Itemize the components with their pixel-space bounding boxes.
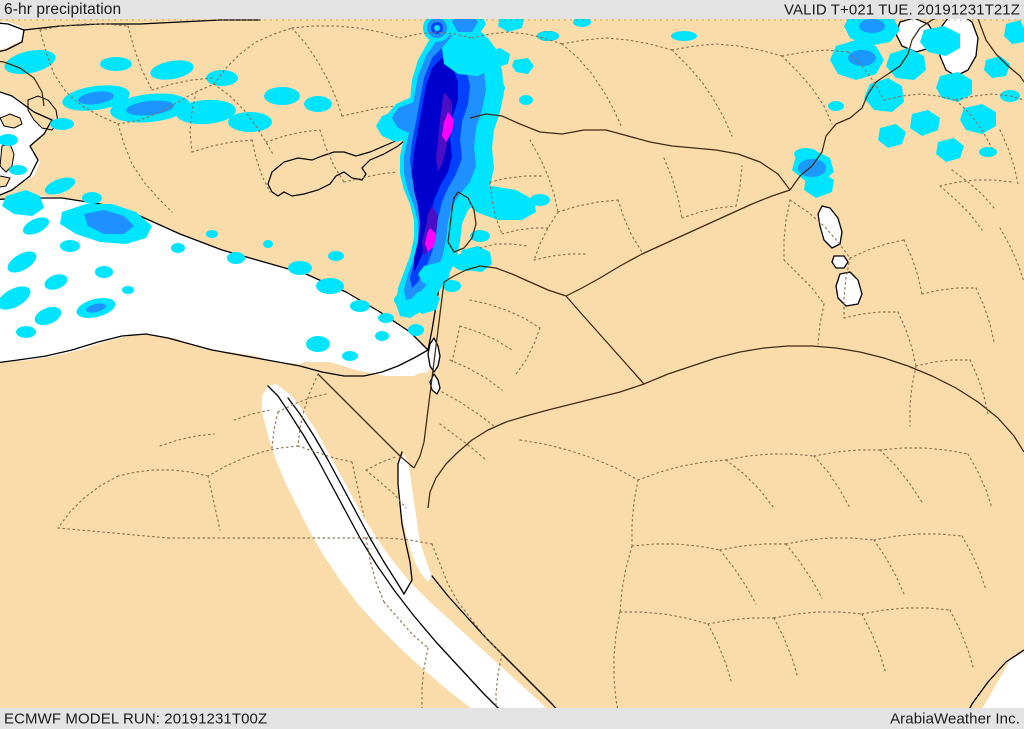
- island-layer: [0, 95, 411, 197]
- lake-razzaza-outline: [835, 271, 863, 307]
- lake-habbaniyah-outline: [831, 255, 849, 269]
- country-border-layer: [0, 0, 1024, 509]
- kos-island: [0, 113, 23, 129]
- lake-razzaza: [836, 272, 862, 306]
- model-run-label: ECMWF MODEL RUN: 20191231T00Z: [4, 710, 268, 727]
- mediterranean-coastline: [0, 91, 53, 196]
- precip-med-cells-bright: [78, 91, 174, 313]
- dead-sea-outline: [427, 337, 441, 373]
- gulf-of-suez: [284, 398, 398, 592]
- border-turkey-syria: [469, 113, 791, 191]
- sinai-east-coast: [397, 451, 413, 595]
- precip-aegean-band: [2, 190, 152, 244]
- gaza-sinai-coast: [0, 333, 429, 377]
- lake-tharthar-outline: [817, 205, 843, 249]
- header-bar: 6-hr precipitation VALID T+021 TUE. 2019…: [0, 0, 1024, 19]
- border-syria-iraq: [565, 189, 791, 297]
- border-lebanon: [447, 191, 477, 253]
- galilee-outline: [429, 373, 441, 395]
- turkish-south-coast: [0, 197, 429, 351]
- gulf-of-aqaba: [398, 454, 432, 582]
- footer-bar: ECMWF MODEL RUN: 20191231T00Z ArabiaWeat…: [0, 708, 1024, 729]
- border-jordan-iraq: [565, 295, 645, 385]
- crete-island: [0, 175, 11, 188]
- precip-med-cells: [0, 49, 424, 361]
- lake-habbaniyah: [832, 256, 848, 268]
- precip-syria-cells: [443, 194, 550, 292]
- valid-time-label: VALID T+021 TUE. 20191231T21Z: [784, 1, 1020, 18]
- border-saudi-iraq: [643, 345, 1024, 453]
- admin-border-layer: [39, 23, 1024, 723]
- attribution-label: ArabiaWeather Inc.: [890, 710, 1020, 727]
- cyprus-island: [267, 135, 411, 197]
- dead-sea: [428, 338, 440, 372]
- red-sea-west-coast: [267, 385, 519, 729]
- border-egypt-israel: [317, 373, 415, 469]
- page-title: 6-hr precipitation: [4, 0, 122, 18]
- black-sea-coast: [0, 22, 25, 52]
- precip-levant-main: [376, 22, 536, 318]
- border-jordan-saudi: [427, 383, 645, 509]
- border-turkey-greece: [0, 60, 45, 107]
- border-syria-jordan: [443, 265, 567, 297]
- sinai-west-coast: [287, 397, 405, 595]
- border-israel-jordan: [413, 281, 445, 469]
- precipitation-layer: [0, 4, 1024, 361]
